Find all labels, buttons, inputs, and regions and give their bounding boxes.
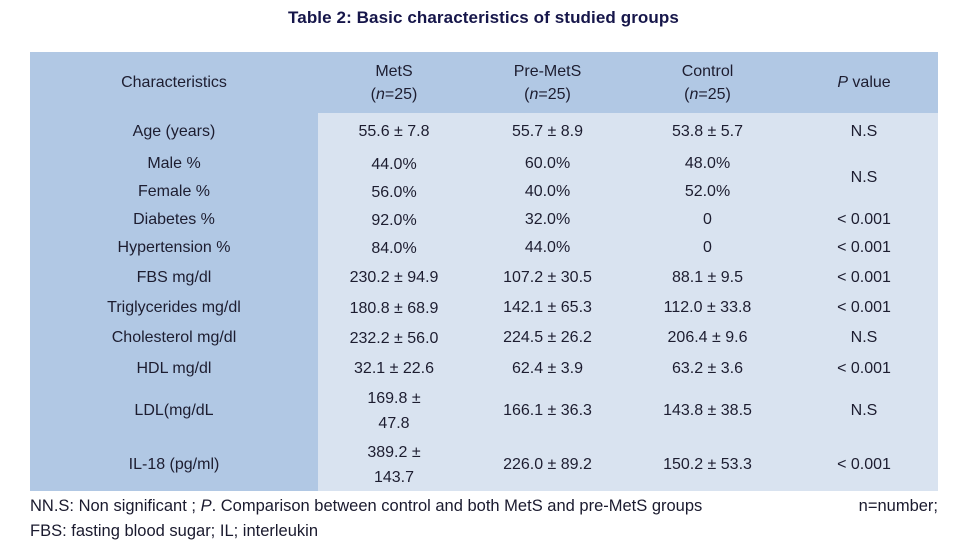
table-title: Table 2: Basic characteristics of studie… — [288, 8, 679, 27]
col-header-characteristics: Characteristics — [30, 52, 318, 113]
group-name: Control — [681, 62, 734, 80]
cell-mets: 84.0% — [318, 234, 470, 262]
col-header-control: Control (n=25) — [625, 52, 790, 113]
row-label: Hypertension % — [30, 234, 318, 262]
cell-pvalue: < 0.001 — [790, 438, 938, 491]
table-row-female: Female % 56.0% 40.0% 52.0% — [30, 178, 938, 206]
table-row-male: Male % 44.0% 60.0% 48.0% N.S — [30, 150, 938, 206]
table-row-cholesterol: Cholesterol mg/dl 232.2 ± 56.0 224.5 ± 2… — [30, 323, 938, 353]
footnote-n-definition: n=number; — [858, 497, 938, 515]
cell-control: 112.0 ± 33.8 — [625, 293, 790, 323]
cell-mets: 169.8 ± 47.8 — [318, 384, 470, 438]
row-label: Female % — [30, 178, 318, 206]
cell-mets: 389.2 ± 143.7 — [318, 438, 470, 491]
cell-premets: 32.0% — [470, 206, 625, 234]
table-row-hypertension: Hypertension % 84.0% 44.0% 0 < 0.001 — [30, 234, 938, 262]
cell-pvalue: < 0.001 — [790, 206, 938, 234]
cell-pvalue: < 0.001 — [790, 234, 938, 262]
footnote-abbreviations: NN.S: Non significant ; P. Comparison be… — [30, 497, 703, 515]
cell-control: 63.2 ± 3.6 — [625, 353, 790, 384]
table-row-fbs: FBS mg/dl 230.2 ± 94.9 107.2 ± 30.5 88.1… — [30, 262, 938, 293]
row-label: IL-18 (pg/ml) — [30, 438, 318, 491]
group-name: Pre-MetS — [513, 62, 582, 80]
cell-mets: 232.2 ± 56.0 — [318, 323, 470, 353]
cell-premets: 60.0% — [470, 150, 625, 178]
row-label: FBS mg/dl — [30, 262, 318, 293]
cell-mets: 56.0% — [318, 178, 470, 206]
col-header-mets: MetS (n=25) — [318, 52, 470, 113]
cell-premets: 107.2 ± 30.5 — [470, 262, 625, 293]
cell-premets: 40.0% — [470, 178, 625, 206]
cell-control: 206.4 ± 9.6 — [625, 323, 790, 353]
cell-control: 0 — [625, 234, 790, 262]
header-row: Characteristics MetS (n=25) Pre-MetS (n=… — [30, 52, 938, 113]
group-n-count: (n=25) — [370, 85, 418, 103]
cell-pvalue: < 0.001 — [790, 353, 938, 384]
col-header-pvalue: P value — [790, 52, 938, 113]
cell-mets: 44.0% — [318, 150, 470, 178]
group-n-count: (n=25) — [684, 85, 731, 103]
cell-pvalue: N.S — [790, 384, 938, 438]
cell-pvalue-merged: N.S — [790, 150, 938, 206]
col-header-premets: Pre-MetS (n=25) — [470, 52, 625, 113]
cell-mets: 92.0% — [318, 206, 470, 234]
cell-mets: 230.2 ± 94.9 — [318, 262, 470, 293]
cell-control: 53.8 ± 5.7 — [625, 113, 790, 150]
row-label: Triglycerides mg/dl — [30, 293, 318, 323]
group-name: MetS — [375, 62, 413, 80]
row-label: LDL(mg/dL — [30, 384, 318, 438]
footnote-line-1: NN.S: Non significant ; P. Comparison be… — [30, 494, 938, 519]
cell-control: 48.0% — [625, 150, 790, 178]
cell-control: 52.0% — [625, 178, 790, 206]
cell-premets: 55.7 ± 8.9 — [470, 113, 625, 150]
cell-premets: 224.5 ± 26.2 — [470, 323, 625, 353]
cell-control: 143.8 ± 38.5 — [625, 384, 790, 438]
cell-pvalue: < 0.001 — [790, 293, 938, 323]
cell-premets: 226.0 ± 89.2 — [470, 438, 625, 491]
characteristics-table: Characteristics MetS (n=25) Pre-MetS (n=… — [30, 52, 938, 491]
table-row-hdl: HDL mg/dl 32.1 ± 22.6 62.4 ± 3.9 63.2 ± … — [30, 353, 938, 384]
table-row-ldl: LDL(mg/dL 169.8 ± 47.8 166.1 ± 36.3 143.… — [30, 384, 938, 438]
cell-control: 88.1 ± 9.5 — [625, 262, 790, 293]
table-row-triglycerides: Triglycerides mg/dl 180.8 ± 68.9 142.1 ±… — [30, 293, 938, 323]
table-row-diabetes: Diabetes % 92.0% 32.0% 0 < 0.001 — [30, 206, 938, 234]
group-n-count: (n=25) — [524, 85, 571, 103]
table-row-age: Age (years) 55.6 ± 7.8 55.7 ± 8.9 53.8 ±… — [30, 113, 938, 150]
cell-premets: 62.4 ± 3.9 — [470, 353, 625, 384]
cell-control: 150.2 ± 53.3 — [625, 438, 790, 491]
cell-control: 0 — [625, 206, 790, 234]
cell-premets: 166.1 ± 36.3 — [470, 384, 625, 438]
table-footnotes: NN.S: Non significant ; P. Comparison be… — [30, 494, 938, 544]
cell-premets: 142.1 ± 65.3 — [470, 293, 625, 323]
footnote-line-2: FBS: fasting blood sugar; IL; interleuki… — [30, 522, 318, 540]
cell-mets: 32.1 ± 22.6 — [318, 353, 470, 384]
cell-pvalue: N.S — [790, 113, 938, 150]
cell-pvalue: < 0.001 — [790, 262, 938, 293]
row-label: HDL mg/dl — [30, 353, 318, 384]
row-label: Male % — [30, 150, 318, 178]
cell-mets: 55.6 ± 7.8 — [318, 113, 470, 150]
cell-mets: 180.8 ± 68.9 — [318, 293, 470, 323]
row-label: Age (years) — [30, 113, 318, 150]
cell-pvalue: N.S — [790, 323, 938, 353]
table-row-il18: IL-18 (pg/ml) 389.2 ± 143.7 226.0 ± 89.2… — [30, 438, 938, 491]
cell-premets: 44.0% — [470, 234, 625, 262]
row-label: Cholesterol mg/dl — [30, 323, 318, 353]
row-label: Diabetes % — [30, 206, 318, 234]
